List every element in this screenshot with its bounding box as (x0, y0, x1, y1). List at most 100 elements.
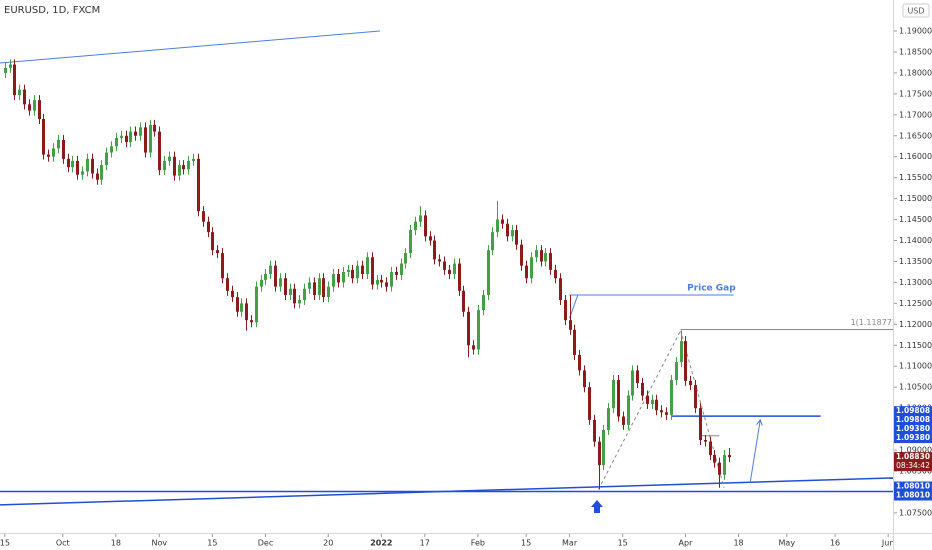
candle-body (694, 385, 697, 409)
candle-body (612, 380, 615, 409)
candle-body (380, 279, 383, 283)
candle-body (178, 165, 181, 176)
candle-body (91, 158, 94, 174)
candle-body (187, 160, 190, 170)
candle-body (371, 257, 374, 285)
price-label: 1.08830 (896, 452, 930, 461)
candle-body (9, 64, 12, 68)
candle-body (47, 154, 50, 157)
candle-body (298, 300, 301, 304)
drawing-label: Price Gap (687, 283, 736, 293)
candle-body (675, 362, 678, 381)
candle-body (33, 100, 36, 111)
candle-body (578, 354, 581, 371)
candle-body (192, 158, 195, 161)
candle-body (62, 139, 65, 159)
y-tick-label: 1.14000 (899, 236, 932, 245)
drawing-label: 1(1.11877) (851, 318, 895, 327)
y-tick-label: 1.11000 (899, 362, 932, 371)
candle-body (443, 261, 446, 270)
candle-body (704, 439, 707, 442)
candle-body (211, 232, 214, 251)
candle-body (149, 124, 152, 153)
x-tick-label: Mar (562, 539, 578, 548)
price-label: 1.08010 (896, 482, 930, 491)
drawing-line (0, 30, 380, 64)
candle-body (332, 274, 335, 287)
candle-body (226, 278, 229, 291)
candle-body (13, 64, 16, 96)
candle-body (554, 269, 557, 279)
candle-body (322, 278, 325, 298)
candle-body (269, 265, 272, 275)
candle-body (342, 271, 345, 283)
x-tick-label: May (779, 539, 796, 548)
candle-body (458, 263, 461, 291)
candle-body (284, 278, 287, 295)
y-tick-label: 1.12500 (899, 299, 932, 308)
candle-body (646, 395, 649, 404)
candle-body (617, 380, 620, 417)
candle-body (419, 215, 422, 222)
candle-body (57, 139, 60, 149)
candle-body (598, 441, 601, 466)
candle-body (607, 408, 610, 430)
candle-body (337, 274, 340, 283)
x-tick-label: Feb (471, 539, 485, 548)
candle-body (4, 67, 7, 73)
candle-body (264, 274, 267, 280)
candle-body (293, 288, 296, 304)
candle-body (125, 135, 128, 143)
price-label: 1.09808 (896, 415, 930, 424)
candle-body (549, 253, 552, 270)
candle-body (96, 173, 99, 180)
candle-body (129, 131, 132, 143)
y-tick-label: 1.16000 (899, 152, 932, 161)
candle-body (279, 278, 282, 287)
y-tick-label: 1.18500 (899, 47, 932, 56)
candle-body (67, 158, 70, 168)
x-tick-label: 17 (420, 539, 430, 548)
candle-body (511, 230, 514, 237)
x-tick-label: Apr (679, 539, 694, 548)
candle-body (728, 455, 731, 458)
y-tick-label: 1.12000 (899, 320, 932, 329)
candle-body (699, 408, 702, 440)
candle-body (76, 160, 79, 175)
candle-body (245, 303, 248, 321)
candle-body (622, 416, 625, 425)
candle-body (197, 158, 200, 212)
candle-body (593, 419, 596, 442)
price-label-box (894, 424, 932, 435)
y-tick-label: 1.13500 (899, 257, 932, 266)
candle-body (120, 135, 123, 138)
candle-body (274, 265, 277, 287)
candle-body (467, 311, 470, 346)
candle-body (356, 265, 359, 279)
candle-body (559, 278, 562, 301)
x-tick-label: Dec (258, 539, 273, 548)
candle-body (491, 232, 494, 251)
candle-body (429, 236, 432, 241)
candle-body (347, 269, 350, 272)
candle-body (718, 462, 721, 475)
candles (4, 59, 731, 490)
candle-body (409, 230, 412, 254)
candle-body (684, 341, 687, 381)
y-tick-label: 1.19000 (899, 27, 932, 36)
candle-body (520, 244, 523, 266)
candle-body (400, 263, 403, 275)
candle-body (651, 399, 654, 404)
candle-body (255, 286, 258, 323)
x-tick-label: Nov (151, 539, 167, 548)
price-label-box (894, 433, 932, 444)
candle-body (144, 127, 147, 153)
candle-body (501, 219, 504, 224)
candle-body (385, 282, 388, 287)
candle-body (236, 297, 239, 312)
price-labels: 1.098081.098081.093801.093801.0883008:34… (894, 406, 932, 501)
x-tick-label: 15 (0, 539, 10, 548)
candle-body (260, 279, 263, 287)
x-tick-label: 15 (521, 539, 531, 548)
